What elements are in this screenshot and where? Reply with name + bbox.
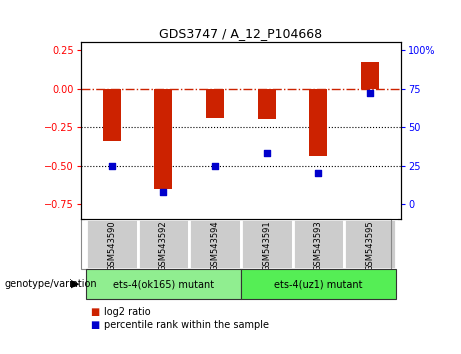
- Text: GSM543590: GSM543590: [107, 220, 116, 270]
- Text: GSM543592: GSM543592: [159, 220, 168, 270]
- Point: [160, 189, 167, 195]
- Bar: [241, 219, 293, 269]
- Bar: [344, 219, 396, 269]
- Bar: [241, 269, 396, 299]
- Text: GSM543595: GSM543595: [366, 220, 375, 270]
- Bar: [361, 63, 379, 88]
- Point: [211, 163, 219, 169]
- Text: ■: ■: [90, 307, 99, 316]
- Text: GSM543593: GSM543593: [314, 220, 323, 270]
- Bar: [258, 88, 276, 119]
- Bar: [86, 219, 137, 269]
- Text: ets-4(ok165) mutant: ets-4(ok165) mutant: [113, 279, 214, 289]
- Text: GSM543591: GSM543591: [262, 220, 271, 270]
- Text: GSM543594: GSM543594: [211, 220, 219, 270]
- Bar: [86, 269, 241, 299]
- Bar: [189, 219, 241, 269]
- Text: genotype/variation: genotype/variation: [5, 279, 97, 289]
- Point: [263, 150, 271, 156]
- Bar: [103, 88, 121, 141]
- Text: log2 ratio: log2 ratio: [104, 307, 150, 316]
- Point: [108, 163, 115, 169]
- Text: percentile rank within the sample: percentile rank within the sample: [104, 320, 269, 330]
- Bar: [309, 88, 327, 156]
- Title: GDS3747 / A_12_P104668: GDS3747 / A_12_P104668: [160, 27, 322, 40]
- Bar: [293, 219, 344, 269]
- Bar: [137, 219, 189, 269]
- Bar: [206, 88, 224, 118]
- Text: ets-4(uz1) mutant: ets-4(uz1) mutant: [274, 279, 363, 289]
- Text: ■: ■: [90, 320, 99, 330]
- Text: ▶: ▶: [71, 279, 80, 289]
- Bar: [154, 88, 172, 189]
- Point: [315, 171, 322, 176]
- Point: [366, 90, 374, 96]
